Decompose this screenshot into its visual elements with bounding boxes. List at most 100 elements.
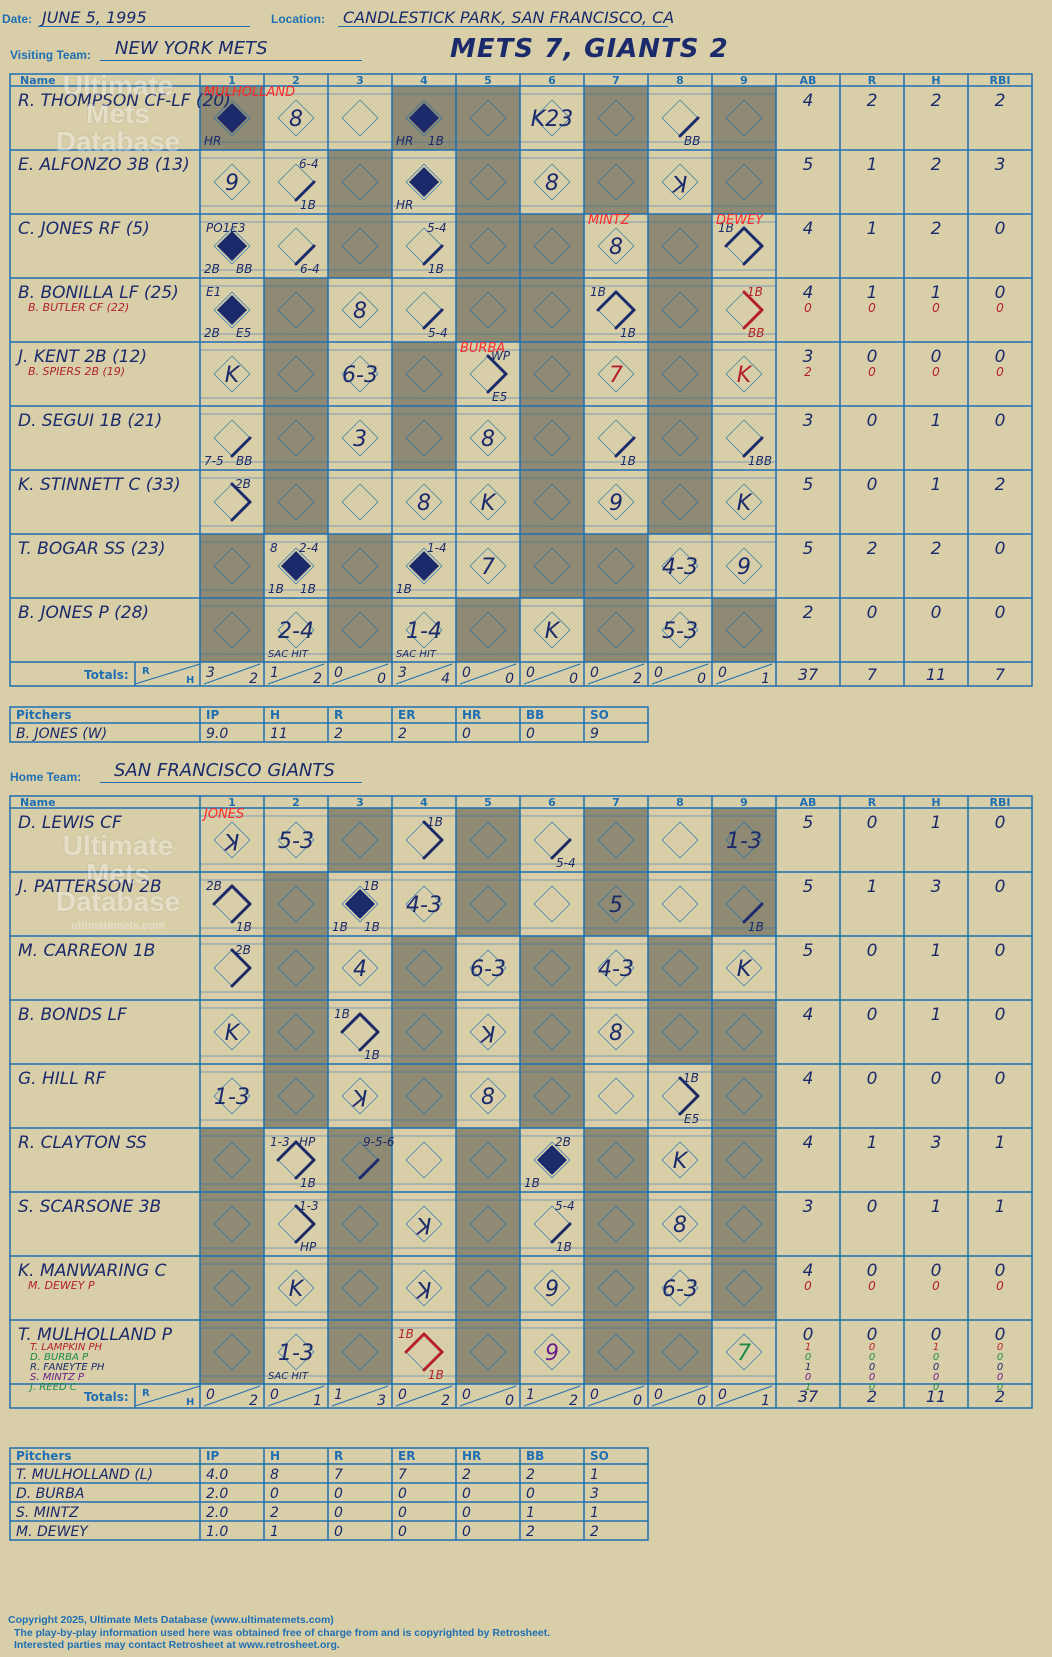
game-title: METS 7, GIANTS 2 xyxy=(450,34,729,64)
home-inning-hits: 0 xyxy=(697,1393,706,1409)
home-shaded-cell xyxy=(328,1320,392,1384)
home-base-diamond xyxy=(213,1333,251,1371)
visitors-play-code: 2-4 xyxy=(278,619,314,644)
home-base-diamond xyxy=(597,1013,635,1051)
home-base-diamond xyxy=(213,821,251,859)
visitors-base-diamond xyxy=(597,611,635,649)
visitors-play-code: 4-3 xyxy=(662,555,698,580)
home-pitcher-stat: 4.0 xyxy=(206,1467,228,1483)
home-pitchers-header: SO xyxy=(590,1449,609,1463)
visitors-play-code: K23 xyxy=(531,107,573,132)
home-play-code: 1-3 xyxy=(214,1085,250,1110)
home-base-diamond xyxy=(213,1205,251,1243)
home-play-note: 1B xyxy=(398,1327,414,1341)
home-player-stat: 0 xyxy=(995,941,1006,961)
visitors-shaded-cell xyxy=(520,214,584,278)
visitors-play-code: K xyxy=(737,363,753,388)
visitors-base-diamond xyxy=(725,483,763,521)
visitors-base-diamond xyxy=(725,611,763,649)
home-pitcher-stat: 0 xyxy=(334,1524,343,1540)
visitors-player-stat: 1 xyxy=(931,283,942,303)
home-pitchers-header: Pitchers xyxy=(16,1449,72,1463)
visitors-base-path xyxy=(486,354,508,376)
home-totals-r: R xyxy=(142,1388,150,1399)
copyright-line: Copyright 2025, Ultimate Mets Database (… xyxy=(8,1614,334,1626)
home-pitcher-stat: 2 xyxy=(590,1524,599,1540)
home-base-diamond xyxy=(341,1333,379,1371)
home-pitcher-stat: 1.0 xyxy=(206,1524,228,1540)
home-base-diamond xyxy=(469,1333,507,1371)
home-play-code: 9 xyxy=(545,1341,559,1366)
home-player-stat: 3 xyxy=(931,877,942,897)
visitors-player-stat: 0 xyxy=(867,411,878,431)
visitors-player-stat: 2 xyxy=(867,539,878,559)
visitors-player-stat: 4 xyxy=(803,219,814,239)
visitors-base-diamond xyxy=(213,547,251,585)
home-player-stat: 4 xyxy=(803,1133,814,1153)
visitors-base-diamond xyxy=(277,547,315,585)
home-shaded-cell xyxy=(584,872,648,936)
home-player-stat: 1 xyxy=(867,877,878,897)
home-base-diamond xyxy=(533,1141,571,1179)
home-base-path xyxy=(294,1158,316,1180)
home-pitchers-header: HR xyxy=(462,1449,481,1463)
home-play-note: 2B xyxy=(555,1135,571,1149)
visitors-play-note: E5 xyxy=(492,390,507,404)
home-shaded-cell xyxy=(456,1192,520,1256)
home-player-stat: 0 xyxy=(867,941,878,961)
visitors-play-code: 8 xyxy=(609,235,623,260)
home-pitchers-header: IP xyxy=(206,1449,219,1463)
home-base-diamond xyxy=(661,1269,699,1307)
visitors-base-diamond xyxy=(405,99,443,137)
visitors-play-note: 5-4 xyxy=(428,326,448,340)
visitors-play-code: K xyxy=(481,491,497,516)
home-base-path xyxy=(340,1012,362,1034)
home-totals-slash xyxy=(715,1385,773,1407)
home-totals-slash xyxy=(587,1385,645,1407)
visitors-base-diamond xyxy=(277,355,315,393)
home-totals-slash xyxy=(651,1385,709,1407)
home-pitcher-stat: 0 xyxy=(462,1486,471,1502)
home-shaded-cell xyxy=(264,1064,328,1128)
visitors-base-path xyxy=(614,308,636,330)
visitors-base-diamond xyxy=(341,419,379,457)
home-pitcher-stat: 2 xyxy=(462,1467,471,1483)
visitors-total-stat: 11 xyxy=(926,665,946,684)
visitors-base-path xyxy=(742,290,764,312)
visitors-base-path xyxy=(742,308,764,330)
visitors-totals-slash xyxy=(134,663,201,685)
home-base-diamond xyxy=(597,1077,635,1115)
visitors-sub-stat: 0 xyxy=(996,301,1004,315)
home-player-stat: 0 xyxy=(931,1261,942,1281)
home-pitcher-stat: 2.0 xyxy=(206,1505,228,1521)
visitors-base-diamond xyxy=(277,99,315,137)
home-sub-stat: 0 xyxy=(997,1372,1003,1383)
visitors-inning-hits: 0 xyxy=(697,671,706,687)
home-shaded-cell xyxy=(712,1064,776,1128)
visitors-play-note: 1B xyxy=(718,221,734,235)
home-play-note: 2B xyxy=(235,943,251,957)
visitors-play-note: 1B xyxy=(268,582,284,596)
home-shaded-cell xyxy=(200,1256,264,1320)
visitors-sub-stat: 0 xyxy=(932,365,940,379)
visitors-base-diamond xyxy=(597,227,635,265)
home-base-diamond xyxy=(277,1269,315,1307)
home-shaded-cell xyxy=(456,1320,520,1384)
home-run-scored xyxy=(537,1145,567,1175)
retrosheet-credit: The play-by-play information used here w… xyxy=(14,1627,551,1639)
home-sub-stat: 0 xyxy=(869,1382,875,1393)
home-pitcher-stat: 8 xyxy=(270,1467,279,1483)
visitors-inning-header: 8 xyxy=(676,74,684,87)
home-player-stat: 0 xyxy=(995,1325,1006,1345)
home-totals-slash xyxy=(331,1385,389,1407)
home-base-diamond xyxy=(533,1333,571,1371)
home-player-stat: 0 xyxy=(867,1261,878,1281)
home-shaded-cell xyxy=(328,808,392,872)
home-player-stat: 0 xyxy=(867,1325,878,1345)
visitors-player-stat: 0 xyxy=(995,603,1006,623)
visitors-player-stat: 5 xyxy=(803,539,814,559)
home-play-note: E5 xyxy=(684,1112,699,1126)
home-base-diamond xyxy=(213,1013,251,1051)
visitors-base-diamond xyxy=(277,291,315,329)
visitors-inning-hits: 2 xyxy=(633,671,642,687)
